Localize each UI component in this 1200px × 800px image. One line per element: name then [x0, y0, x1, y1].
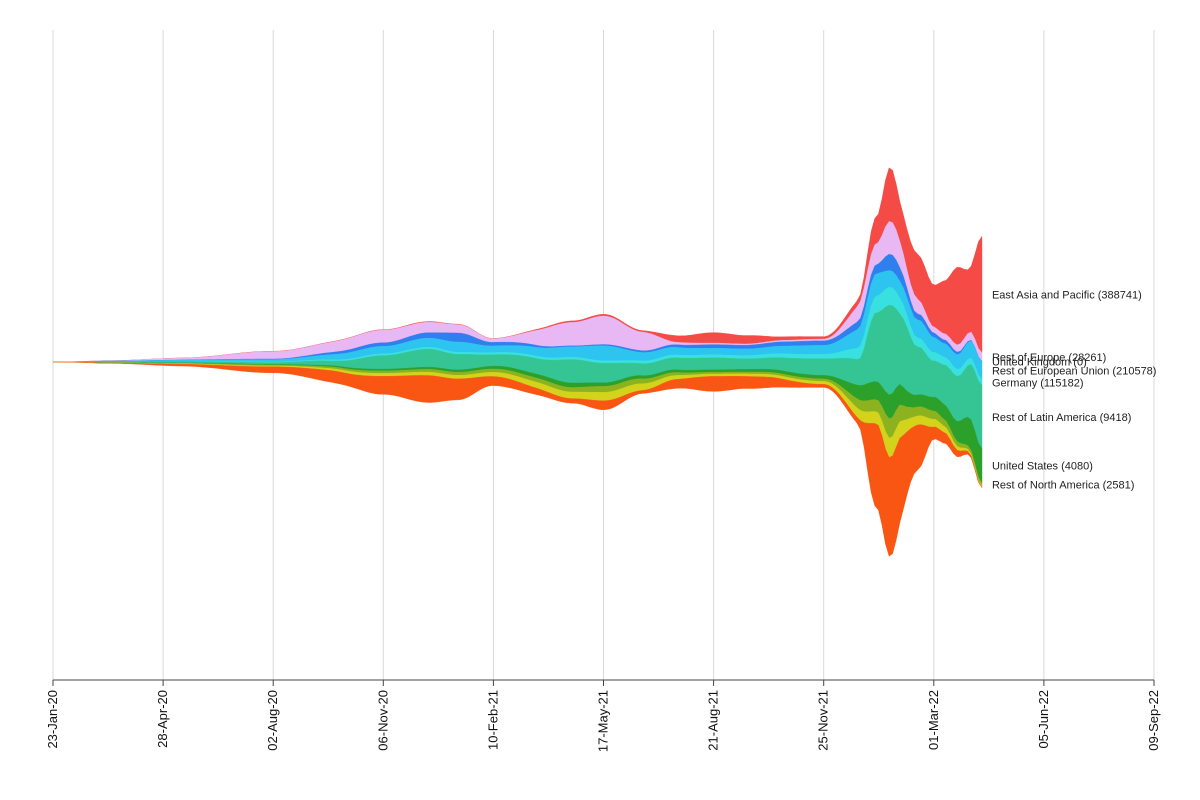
x-tick-label: 17-May-21	[596, 690, 611, 752]
series-label: Rest of Europe (28261)	[992, 352, 1106, 364]
x-tick-label: 25-Nov-21	[816, 690, 831, 751]
x-tick-label: 06-Nov-20	[375, 690, 390, 751]
x-tick-label: 09-Sep-22	[1146, 690, 1161, 751]
x-tick-label: 21-Aug-21	[706, 690, 721, 751]
x-axis: 23-Jan-20 28-Apr-20 02-Aug-20 06-Nov-20 10-F…	[45, 679, 1161, 752]
series-labels: East Asia and Pacific (388741) Rest of Eu…	[992, 290, 1157, 492]
series-label: East Asia and Pacific (388741)	[992, 290, 1142, 302]
series-label: Rest of Latin America (9418)	[992, 412, 1131, 424]
x-tick-label: 01-Mar-22	[926, 690, 941, 750]
x-tick-label: 23-Jan-20	[45, 690, 60, 749]
x-tick-label: 28-Apr-20	[155, 690, 170, 748]
stream-layers	[53, 167, 983, 557]
series-label: Rest of European Union (210578)	[992, 365, 1157, 377]
series-label: United Kingdom (0)	[992, 356, 1087, 368]
x-tick-label: 10-Feb-21	[485, 690, 500, 750]
x-tick-label: 02-Aug-20	[265, 690, 280, 751]
series-label: United States (4080)	[992, 461, 1093, 473]
x-tick-label: 05-Jun-22	[1036, 690, 1051, 749]
stream-layer	[53, 361, 983, 557]
series-label: Germany (115182)	[992, 377, 1084, 389]
series-label: Rest of North America (2581)	[992, 479, 1134, 491]
